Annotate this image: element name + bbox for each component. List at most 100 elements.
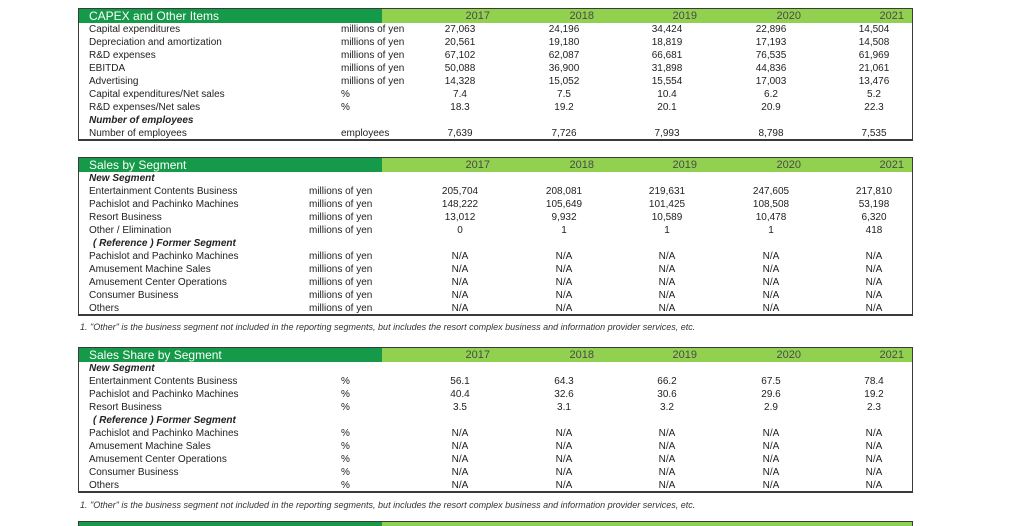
row-unit: % <box>341 441 350 452</box>
row-value: N/A <box>451 428 469 439</box>
row-unit: millions of yen <box>341 76 405 87</box>
row-label: Advertising <box>89 76 139 87</box>
sales-new-rows: Entertainment Contents Business millions … <box>79 185 912 237</box>
year-header: 2021 <box>879 349 904 361</box>
row-label: Resort Business <box>89 402 162 413</box>
row-value: 19.2 <box>864 389 884 400</box>
row-value: N/A <box>451 454 469 465</box>
sales-footnote: 1. "Other" is the business segment not i… <box>80 322 696 332</box>
row-unit: % <box>341 402 350 413</box>
sales-header: Sales by Segment 2017 2018 2019 2020 202… <box>79 158 912 172</box>
row-unit: millions of yen <box>309 199 373 210</box>
row-value: N/A <box>451 441 469 452</box>
row-value: 3.1 <box>557 402 571 413</box>
row-value: 50,088 <box>444 63 476 74</box>
row-value: N/A <box>865 467 883 478</box>
row-value: 5.2 <box>867 89 881 100</box>
row-value: 1 <box>561 225 567 236</box>
row-value: N/A <box>658 441 676 452</box>
table-row: EBITDA millions of yen 50,088 36,900 31,898 4… <box>79 62 912 75</box>
row-value: 101,425 <box>648 199 686 210</box>
year-header: 2019 <box>672 10 697 22</box>
row-unit: millions of yen <box>341 37 405 48</box>
row-value: N/A <box>658 303 676 314</box>
year-header: 2018 <box>569 349 594 361</box>
row-label: R&D expenses <box>89 50 156 61</box>
capex-header: CAPEX and Other Items 2017 2018 2019 202… <box>79 9 912 23</box>
row-value: 14,504 <box>858 24 890 35</box>
row-unit: % <box>341 467 350 478</box>
table-row: Amusement Machine Sales% N/A N/A N/A N/A N/A <box>79 440 912 453</box>
employees-heading: Number of employees <box>89 115 194 126</box>
row-value: 76,535 <box>755 50 787 61</box>
table-row: Amusement Center Operations% N/A N/A N/A N/A… <box>79 453 912 466</box>
row-value: N/A <box>762 428 780 439</box>
row-value: 20,561 <box>444 37 476 48</box>
row-label: Others <box>89 480 120 491</box>
row-value: 67.5 <box>761 376 781 387</box>
row-value: N/A <box>555 467 573 478</box>
row-value: 8,798 <box>758 128 784 139</box>
row-value: 205,704 <box>441 186 479 197</box>
row-value: 27,063 <box>444 24 476 35</box>
row-unit: millions of yen <box>341 63 405 74</box>
row-value: N/A <box>865 264 883 275</box>
row-value: 7,639 <box>447 128 473 139</box>
row-value: N/A <box>555 441 573 452</box>
row-value: 66,681 <box>651 50 683 61</box>
row-value: 64.3 <box>554 376 574 387</box>
year-header: 2019 <box>672 159 697 171</box>
row-label: Consumer Business <box>89 467 179 478</box>
row-label: Amusement Center Operations <box>89 277 227 288</box>
row-value: 2.9 <box>764 402 778 413</box>
row-value: 19.2 <box>554 102 574 113</box>
row-value: N/A <box>865 428 883 439</box>
row-value: 6.2 <box>764 89 778 100</box>
share-footnote: 1. "Other" is the business segment not i… <box>80 500 696 510</box>
table-row: Pachislot and Pachinko Machines% N/A N/A N/… <box>79 427 912 440</box>
row-value: 31,898 <box>651 63 683 74</box>
row-value: 56.1 <box>450 376 470 387</box>
row-unit: millions of yen <box>309 186 373 197</box>
row-unit: % <box>341 389 350 400</box>
row-value: 13,476 <box>858 76 890 87</box>
row-value: 217,810 <box>855 186 893 197</box>
former-segment-heading: ( Reference ) Former Segment <box>93 238 236 249</box>
year-header: 2017 <box>465 10 490 22</box>
row-unit: millions of yen <box>341 50 405 61</box>
next-section-header <box>78 521 913 526</box>
row-label: Amusement Center Operations <box>89 454 227 465</box>
row-value: 105,649 <box>545 199 583 210</box>
row-value: 2.3 <box>867 402 881 413</box>
row-value: N/A <box>865 290 883 301</box>
row-unit: employees <box>341 128 390 139</box>
row-label: Entertainment Contents Business <box>89 186 238 197</box>
year-header: 2020 <box>776 10 801 22</box>
row-value: 1 <box>768 225 774 236</box>
row-value: N/A <box>451 480 469 491</box>
row-value: N/A <box>451 251 469 262</box>
row-value: N/A <box>555 264 573 275</box>
row-value: N/A <box>865 277 883 288</box>
table-row: Capital expenditures/Net sales% 7.4 7.5 10.… <box>79 88 912 101</box>
row-value: N/A <box>762 290 780 301</box>
row-value: N/A <box>555 428 573 439</box>
table-row: Pachislot and Pachinko Machines% 40.4 32.6… <box>79 388 912 401</box>
next-section-title-band <box>79 522 382 526</box>
row-value: 208,081 <box>545 186 583 197</box>
table-row: Capital expenditures millions of yen 27,06… <box>79 23 912 36</box>
share-new-rows: Entertainment Contents Business% 56.1 64.3… <box>79 375 912 414</box>
row-value: 7,993 <box>654 128 680 139</box>
row-value: 7.4 <box>453 89 467 100</box>
year-header: 2021 <box>879 10 904 22</box>
table-row: Resort Business millions of yen 13,012 9,93… <box>79 211 912 224</box>
row-value: 1 <box>664 225 670 236</box>
year-header: 2021 <box>879 159 904 171</box>
row-value: 10,589 <box>651 212 683 223</box>
share-new-heading-row: New Segment <box>79 362 912 375</box>
row-unit: millions of yen <box>309 264 373 275</box>
table-row: Others millions of yen N/A N/A N/A N/A N/A <box>79 302 912 315</box>
row-value: 19,180 <box>548 37 580 48</box>
table-row: Amusement Machine Sales millions of yen N/… <box>79 263 912 276</box>
row-unit: millions of yen <box>309 225 373 236</box>
